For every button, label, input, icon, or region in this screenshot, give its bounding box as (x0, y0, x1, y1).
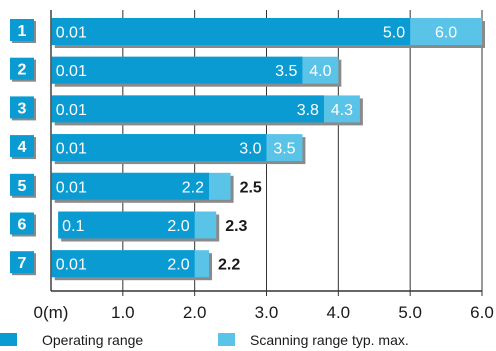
operating-range-bar (51, 172, 210, 200)
operating-value-label: 3.0 (239, 141, 261, 158)
row-badges: 1 2 3 4 5 6 7 (10, 19, 36, 276)
operating-range-bar (51, 18, 411, 45)
operating-value-label: 3.5 (275, 63, 297, 80)
operating-range-bar (51, 56, 303, 84)
x-tick-label: 0(m) (34, 303, 69, 322)
row-badge (10, 96, 34, 119)
range-chart: 0.01 5.0 6.0 0.01 3.5 4.0 0.01 3.8 4.3 0.01 3.0 3.5… (10, 10, 494, 322)
operating-range-bar (51, 250, 195, 278)
scanning-value-label: 4.0 (309, 63, 331, 80)
start-value-label: 0.01 (56, 179, 87, 196)
x-axis-ticks: 0(m) 1.0 2.0 3.0 4.0 5.0 6.0 (34, 303, 494, 322)
operating-value-label: 5.0 (383, 25, 405, 42)
row-badge-number: 4 (18, 139, 27, 156)
operating-range-bar (58, 211, 195, 239)
row-badge (10, 212, 34, 235)
start-value-label: 0.01 (56, 102, 87, 119)
legend-swatch-operating (0, 333, 17, 346)
x-tick-label: 3.0 (255, 303, 279, 322)
row-badge-number: 7 (18, 255, 27, 272)
row-badge-number: 5 (18, 178, 27, 195)
row-badge-number: 1 (18, 23, 27, 40)
operating-value-label: 2.2 (182, 179, 204, 196)
legend-label-scanning: Scanning range typ. max. (250, 332, 409, 348)
scanning-value-label: 3.5 (273, 141, 295, 158)
row-badge (10, 19, 34, 41)
operating-value-label: 2.0 (167, 257, 189, 274)
row-badge (10, 173, 34, 196)
x-tick-label: 2.0 (183, 303, 207, 322)
operating-range-bar (51, 95, 324, 123)
legend: Operating range Scanning range typ. max. (0, 330, 496, 351)
row-badge (10, 251, 34, 274)
scanning-value-label: 6.0 (435, 25, 457, 42)
start-value-label: 0.01 (56, 25, 87, 42)
row-badge-number: 6 (18, 217, 27, 234)
operating-value-label: 3.8 (297, 102, 319, 119)
start-value-label: 0.01 (56, 141, 87, 158)
x-tick-label: 1.0 (111, 303, 135, 322)
operating-range-bar (51, 134, 267, 162)
start-value-label: 0.01 (56, 63, 87, 80)
scanning-value-label: 4.3 (331, 102, 353, 119)
legend-label-operating: Operating range (42, 332, 144, 348)
scanning-value-label: 2.2 (218, 257, 240, 274)
operating-value-label: 2.0 (167, 218, 189, 235)
start-value-label: 0.1 (62, 218, 84, 235)
scanning-value-label: 2.3 (225, 218, 247, 235)
legend-swatch-scanning (218, 333, 235, 346)
x-tick-label: 5.0 (398, 303, 422, 322)
row-badge-number: 3 (18, 100, 27, 117)
row-badge (10, 135, 34, 158)
x-tick-label: 4.0 (327, 303, 351, 322)
row-badge (10, 57, 34, 80)
scanning-value-label: 2.5 (240, 179, 262, 196)
bars: 0.01 5.0 6.0 0.01 3.5 4.0 0.01 3.8 4.3 0.01 3.0 3.5… (51, 18, 486, 281)
start-value-label: 0.01 (56, 257, 87, 274)
row-badge-number: 2 (18, 62, 27, 79)
x-tick-label: 6.0 (470, 303, 494, 322)
